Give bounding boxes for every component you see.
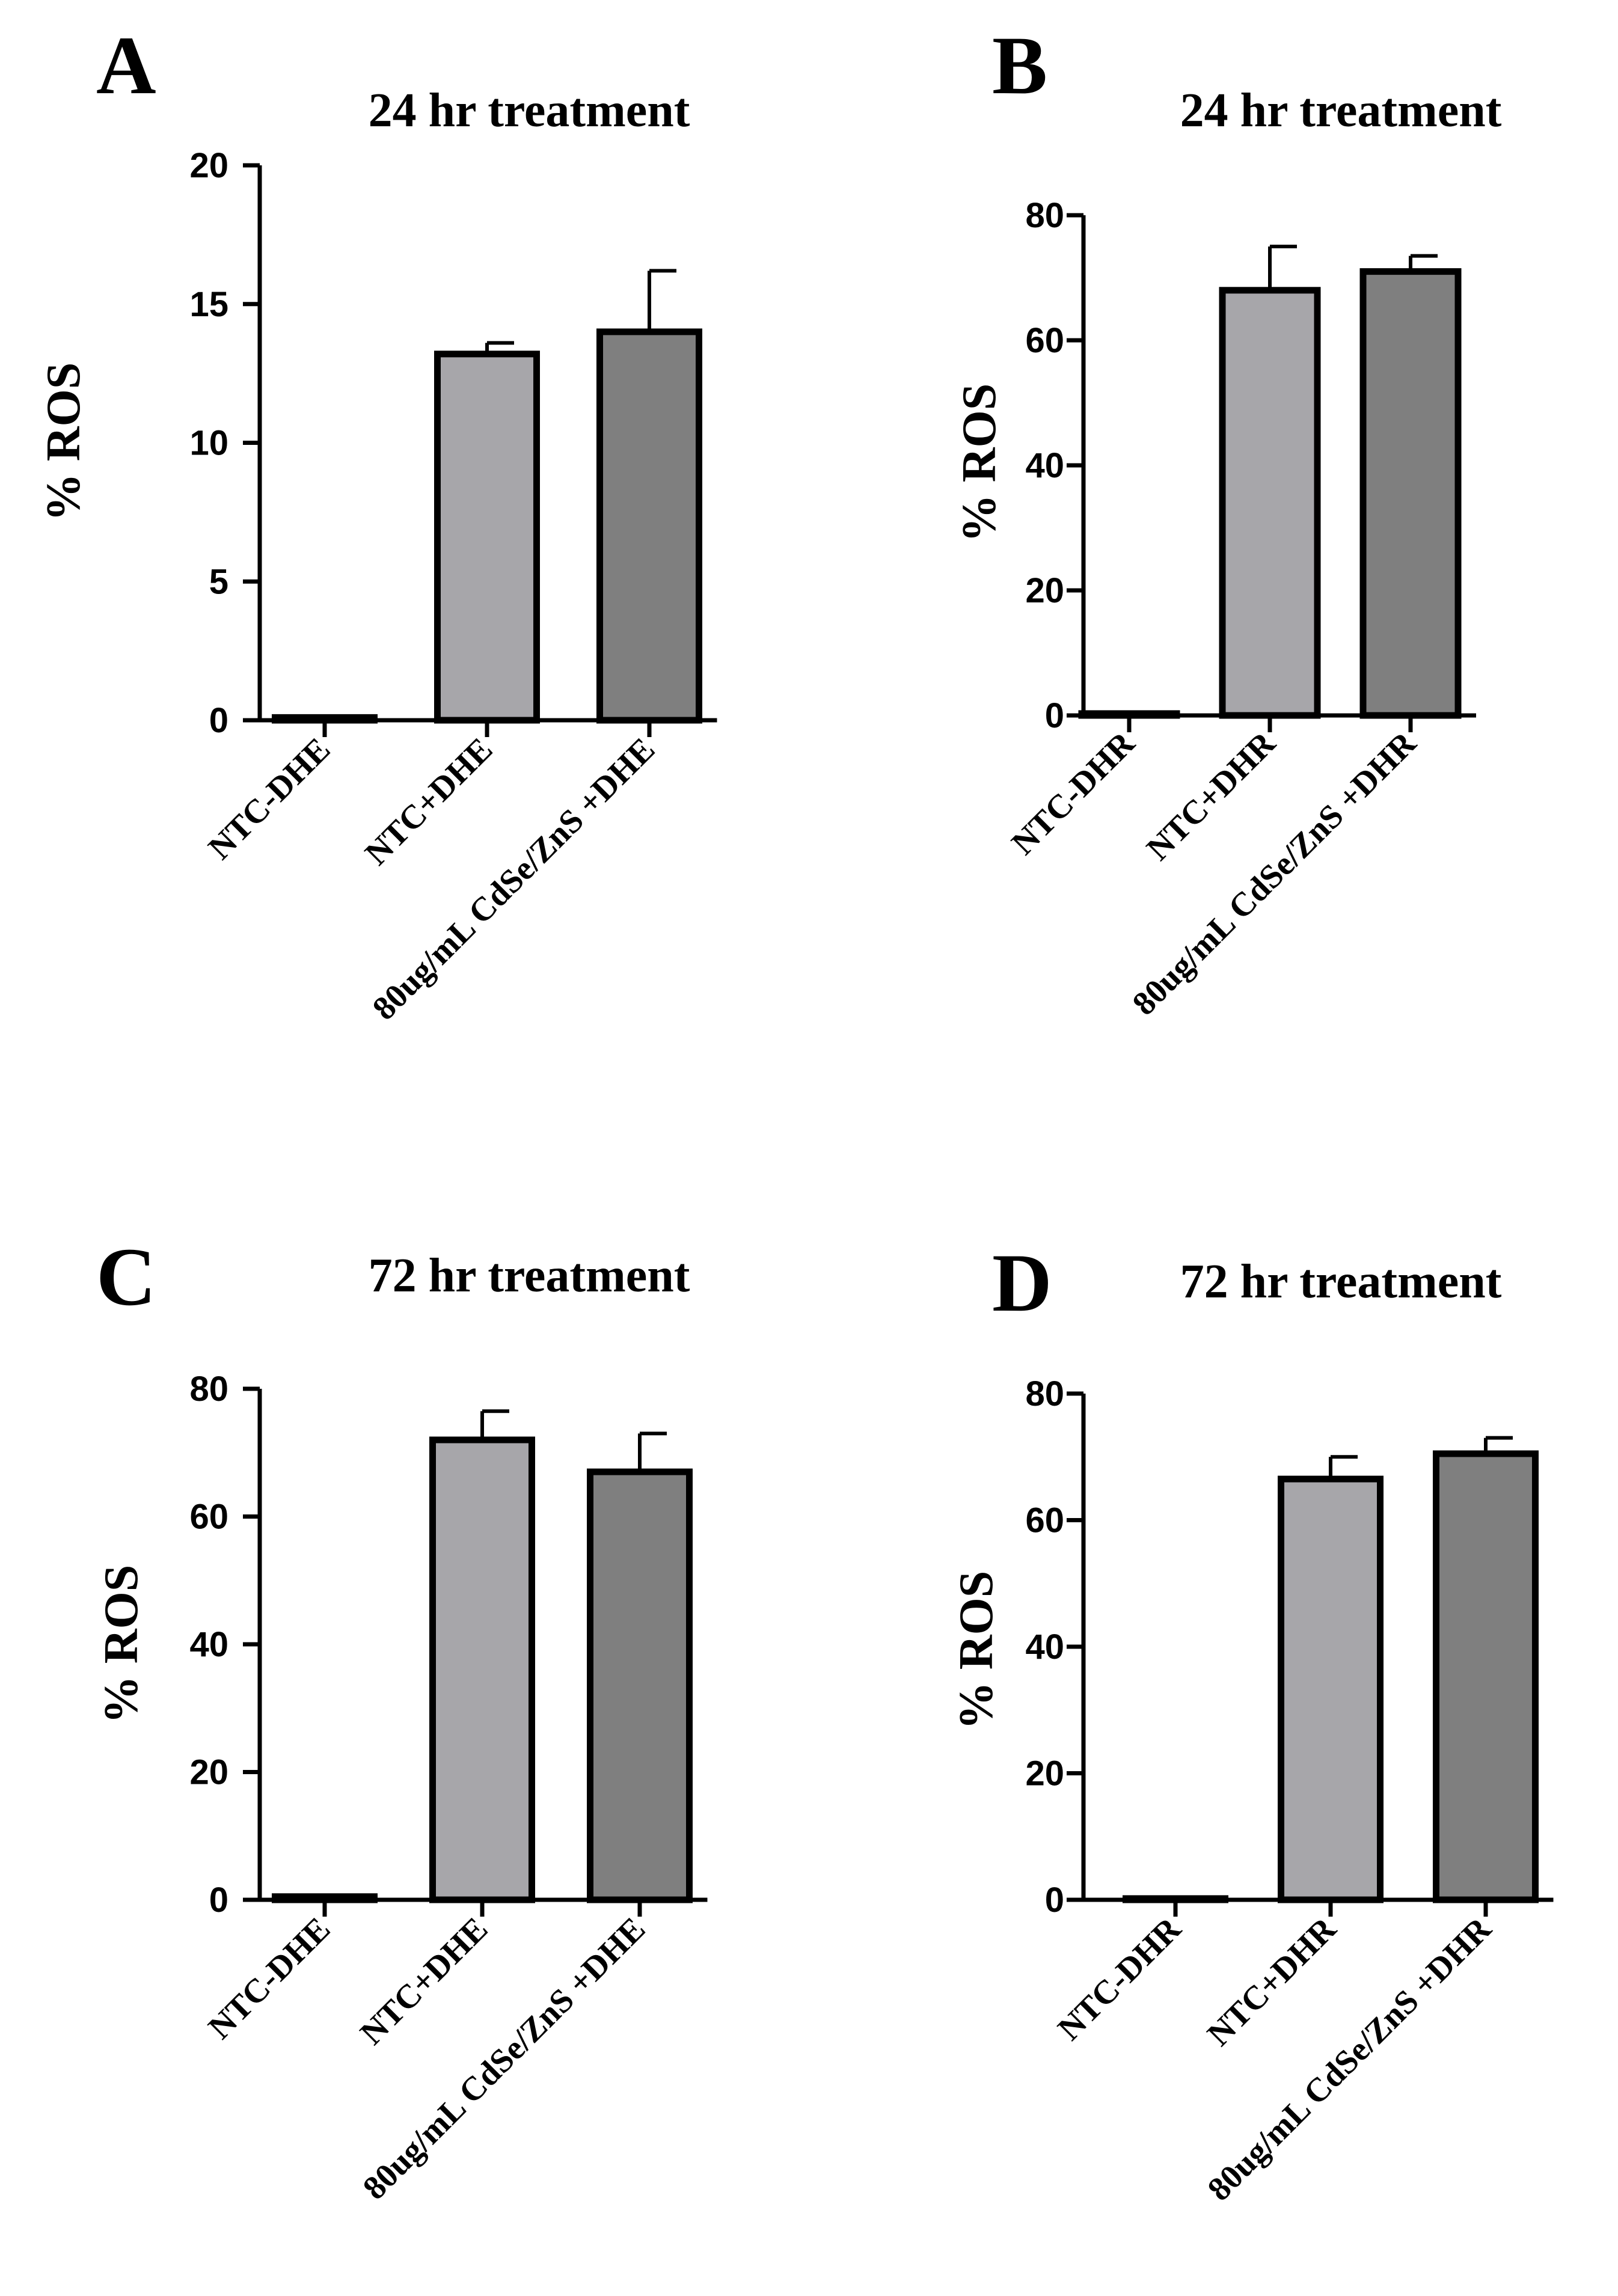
panel-letter: B xyxy=(992,19,1047,111)
y-tick-label: 60 xyxy=(1025,321,1064,360)
y-tick-label: 0 xyxy=(1045,1881,1064,1920)
panel-b: B 24 hr treatment % ROS 0 20 40 60 80 NTC-DHRNTC… xyxy=(953,19,1502,1023)
chart-title: 24 hr treatment xyxy=(1180,84,1502,137)
y-tick-label: 20 xyxy=(189,146,228,185)
category-label: NTC-DHE xyxy=(201,1910,337,2046)
y-tick-label: 80 xyxy=(1025,1374,1064,1413)
y-tick-label: 60 xyxy=(189,1498,228,1537)
category-label: NTC-DHR xyxy=(1005,724,1142,862)
y-tick-label: 0 xyxy=(1045,696,1064,735)
category-label: NTC+DHE xyxy=(358,730,500,872)
bar-2 xyxy=(434,351,540,724)
panel-d: D 72 hr treatment % ROS 0 20 40 60 80 NTC-DHR NTC… xyxy=(950,1237,1554,2208)
y-tick-label: 0 xyxy=(209,701,228,740)
chart-title: 72 hr treatment xyxy=(369,1249,690,1302)
y-axis-label: % ROS xyxy=(953,384,1006,543)
category-label: NTC-DHR xyxy=(1051,1910,1189,2048)
y-tick-label: 40 xyxy=(1025,1627,1064,1667)
category-label: NTC+DHR xyxy=(1139,724,1282,868)
y-tick-label: 10 xyxy=(189,424,228,463)
bar-3 xyxy=(596,328,702,724)
y-tick-label: 40 xyxy=(1025,446,1064,485)
panel-letter: D xyxy=(992,1237,1052,1329)
bar-3 xyxy=(587,1468,693,1903)
y-tick-label: 20 xyxy=(1025,1754,1064,1793)
y-tick-label: 15 xyxy=(189,285,228,324)
category-label: 80ug/mL CdSe/ZnS +DHE xyxy=(366,730,662,1027)
panel-c: C 72 hr treatment % ROS 0 20 40 60 80 NTC-DHE NTC… xyxy=(95,1231,708,2207)
y-axis-label: % ROS xyxy=(37,363,90,522)
y-tick-label: 80 xyxy=(1025,196,1064,235)
bar-2 xyxy=(1278,1475,1384,1903)
y-tick-label: 5 xyxy=(209,562,228,601)
y-tick-label: 40 xyxy=(189,1625,228,1664)
category-label: 80ug/mL CdSe/ZnS +DHR xyxy=(1201,1910,1499,2208)
chart-title: 24 hr treatment xyxy=(369,84,690,137)
y-axis-label: % ROS xyxy=(950,1571,1003,1730)
y-axis-label: % ROS xyxy=(95,1565,148,1724)
panel-letter: A xyxy=(96,19,156,111)
bar-2 xyxy=(1219,287,1321,719)
category-label: 80ug/mL CdSe/ZnS +DHR xyxy=(1126,724,1424,1023)
panel-a: A 24 hr treatment % ROS 0 5 10 15 20 NTC-DHE NTC+… xyxy=(37,19,717,1027)
y-tick-label: 0 xyxy=(209,1881,228,1920)
y-tick-label: 20 xyxy=(189,1753,228,1792)
y-tick-label: 60 xyxy=(1025,1501,1064,1540)
panel-letter: C xyxy=(96,1231,156,1323)
bar-2 xyxy=(429,1436,535,1903)
y-tick-label: 80 xyxy=(189,1370,228,1409)
category-label: 80ug/mL CdSe/ZnS +DHE xyxy=(356,1910,652,2206)
y-tick-label: 20 xyxy=(1025,571,1064,610)
category-label: NTC+DHE xyxy=(353,1910,495,2052)
category-label: NTC+DHR xyxy=(1200,1910,1343,2053)
bar-3 xyxy=(1359,268,1462,719)
chart-title: 72 hr treatment xyxy=(1180,1255,1502,1308)
category-label: NTC-DHE xyxy=(201,730,337,866)
bar-3 xyxy=(1433,1450,1539,1903)
